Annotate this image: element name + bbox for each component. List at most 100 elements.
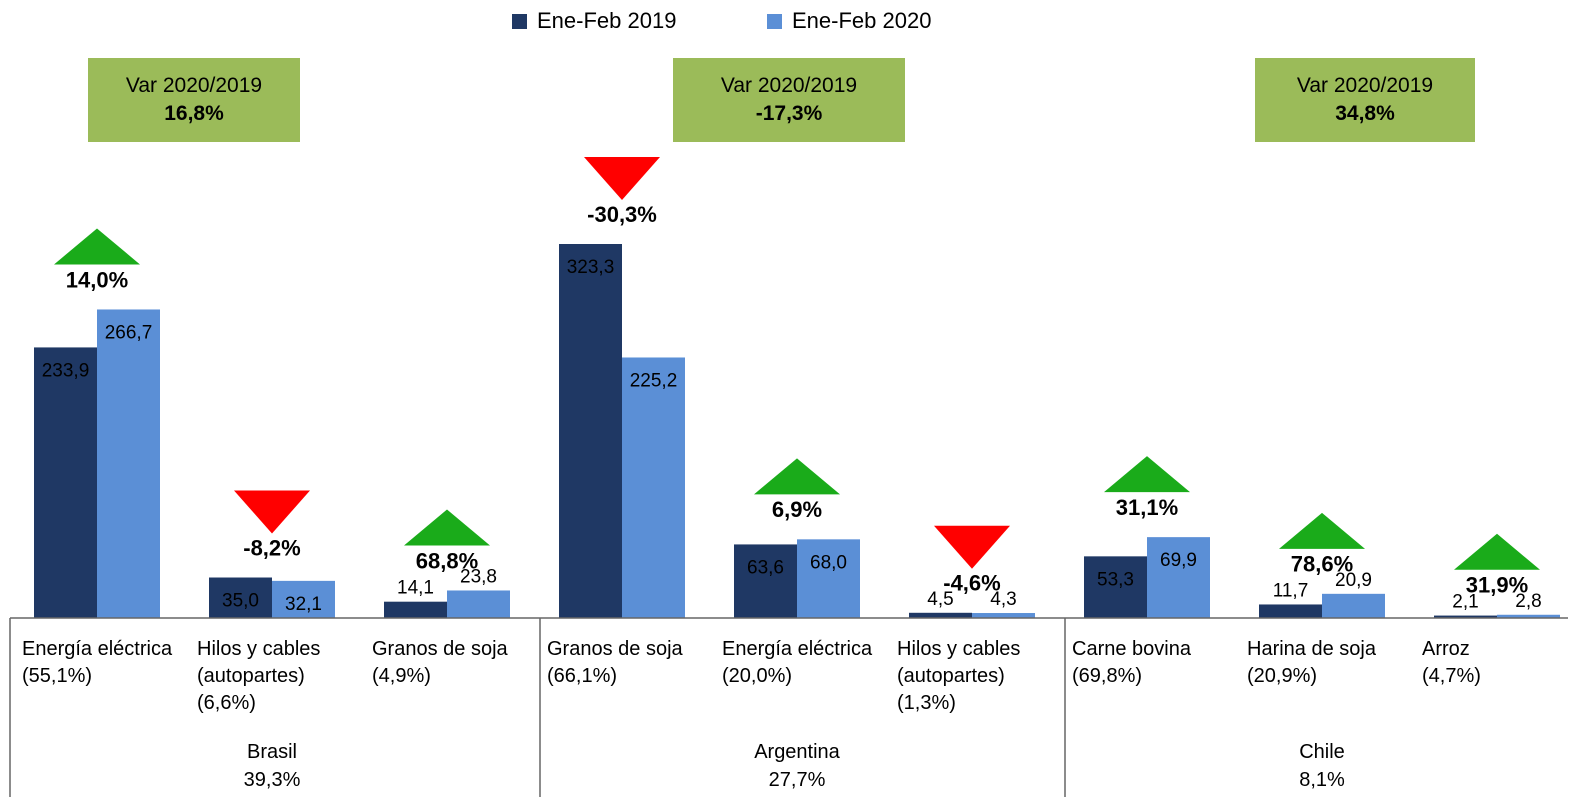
down-arrow xyxy=(934,525,1010,569)
category-share: (4,9%) xyxy=(372,665,431,687)
legend-swatch xyxy=(767,14,782,29)
value-label: 266,7 xyxy=(105,322,153,343)
category-name: Carne bovina xyxy=(1072,638,1191,660)
group-share: 8,1% xyxy=(1299,769,1345,791)
value-label: 63,6 xyxy=(747,557,784,578)
bar xyxy=(797,539,860,618)
var-title: Var 2020/2019 xyxy=(720,74,858,97)
bar xyxy=(209,577,272,618)
change-label: 68,8% xyxy=(416,548,478,573)
category-label: Arroz (4,7%) xyxy=(1422,636,1571,690)
value-label: 69,9 xyxy=(1160,550,1197,571)
bar xyxy=(34,347,97,618)
legend-swatch xyxy=(512,14,527,29)
var-title: Var 2020/2019 xyxy=(125,74,263,97)
change-label: -8,2% xyxy=(243,535,300,560)
bar xyxy=(622,357,685,618)
change-label: 31,1% xyxy=(1116,495,1178,520)
category-share: (20,0%) xyxy=(722,665,793,687)
value-label: 53,3 xyxy=(1097,569,1134,590)
up-arrow xyxy=(1279,512,1365,549)
change-label: 6,9% xyxy=(772,497,822,522)
up-arrow xyxy=(54,228,140,265)
category-share: (1,3%) xyxy=(897,692,956,714)
bar xyxy=(1259,604,1322,618)
var-box: Var 2020/2019 34,8% xyxy=(1255,58,1475,142)
group-label: Argentina 27,7% xyxy=(647,738,947,794)
group-label: Brasil 39,3% xyxy=(122,738,422,794)
var-value: -17,3% xyxy=(755,102,823,125)
value-label: 35,0 xyxy=(222,591,259,612)
down-arrow xyxy=(234,490,310,534)
value-label: 4,5 xyxy=(927,589,953,610)
value-label: 323,3 xyxy=(567,257,615,278)
bar xyxy=(559,244,622,618)
value-label: 2,1 xyxy=(1452,592,1478,613)
category-label: Energía eléctrica (55,1%) xyxy=(22,636,190,690)
category-name: Energía eléctrica xyxy=(722,638,873,660)
var-box: Var 2020/2019 -17,3% xyxy=(673,58,905,142)
category-name: Harina de soja xyxy=(1247,638,1376,660)
value-label: 32,1 xyxy=(285,594,322,615)
category-share: (66,1%) xyxy=(547,665,618,687)
group-name: Argentina xyxy=(754,741,840,763)
bar xyxy=(909,612,972,618)
change-label: -30,3% xyxy=(587,202,657,227)
bar xyxy=(1434,615,1497,618)
up-arrow xyxy=(404,509,490,546)
bar xyxy=(447,590,510,618)
category-label: Harina de soja (20,9%) xyxy=(1247,636,1415,690)
bar xyxy=(972,613,1035,618)
value-label: 2,8 xyxy=(1515,591,1541,612)
bar xyxy=(1147,537,1210,618)
bar xyxy=(97,309,160,618)
group-name: Chile xyxy=(1299,741,1345,763)
group-share: 27,7% xyxy=(768,769,826,791)
group-label: Chile 8,1% xyxy=(1172,738,1472,794)
category-name: Hilos y cables (autopartes) xyxy=(897,638,1021,687)
category-label: Carne bovina (69,8%) xyxy=(1072,636,1240,690)
up-arrow xyxy=(1104,456,1190,493)
var-value: 16,8% xyxy=(164,102,224,125)
category-share: (4,7%) xyxy=(1422,665,1481,687)
category-name: Hilos y cables (autopartes) xyxy=(197,638,321,687)
category-label: Granos de soja (4,9%) xyxy=(372,636,540,690)
category-name: Granos de soja xyxy=(372,638,508,660)
value-label: 11,7 xyxy=(1273,580,1309,601)
legend-label: Ene-Feb 2019 xyxy=(537,8,676,33)
value-label: 20,9 xyxy=(1335,570,1372,591)
value-label: 225,2 xyxy=(630,370,678,391)
group-name: Brasil xyxy=(246,741,297,763)
value-label: 68,0 xyxy=(810,552,847,573)
var-box: Var 2020/2019 16,8% xyxy=(88,58,300,142)
category-share: (6,6%) xyxy=(197,692,256,714)
bar xyxy=(1497,614,1560,618)
value-label: 14,1 xyxy=(397,578,434,599)
var-value: 34,8% xyxy=(1335,102,1395,125)
value-label: 233,9 xyxy=(42,360,90,381)
category-share: (20,9%) xyxy=(1247,665,1318,687)
group-share: 39,3% xyxy=(243,769,301,791)
up-arrow xyxy=(1454,533,1540,570)
category-label: Hilos y cables (autopartes) (6,6%) xyxy=(197,636,365,717)
legend-label: Ene-Feb 2020 xyxy=(792,8,931,33)
category-share: (55,1%) xyxy=(22,665,93,687)
down-arrow xyxy=(584,157,660,200)
category-name: Arroz xyxy=(1422,638,1470,660)
bar xyxy=(734,544,797,618)
change-label: 31,9% xyxy=(1466,573,1528,598)
up-arrow xyxy=(754,458,840,495)
category-name: Granos de soja xyxy=(547,638,683,660)
category-name: Energía eléctrica xyxy=(22,638,173,660)
change-label: 78,6% xyxy=(1291,552,1353,577)
category-label: Energía eléctrica (20,0%) xyxy=(722,636,890,690)
category-share: (69,8%) xyxy=(1072,665,1143,687)
bar xyxy=(1322,593,1385,618)
change-label: 14,0% xyxy=(66,267,128,292)
var-title: Var 2020/2019 xyxy=(1296,74,1434,97)
bar xyxy=(1084,556,1147,618)
value-label: 4,3 xyxy=(990,589,1016,610)
change-label: -4,6% xyxy=(943,571,1000,596)
